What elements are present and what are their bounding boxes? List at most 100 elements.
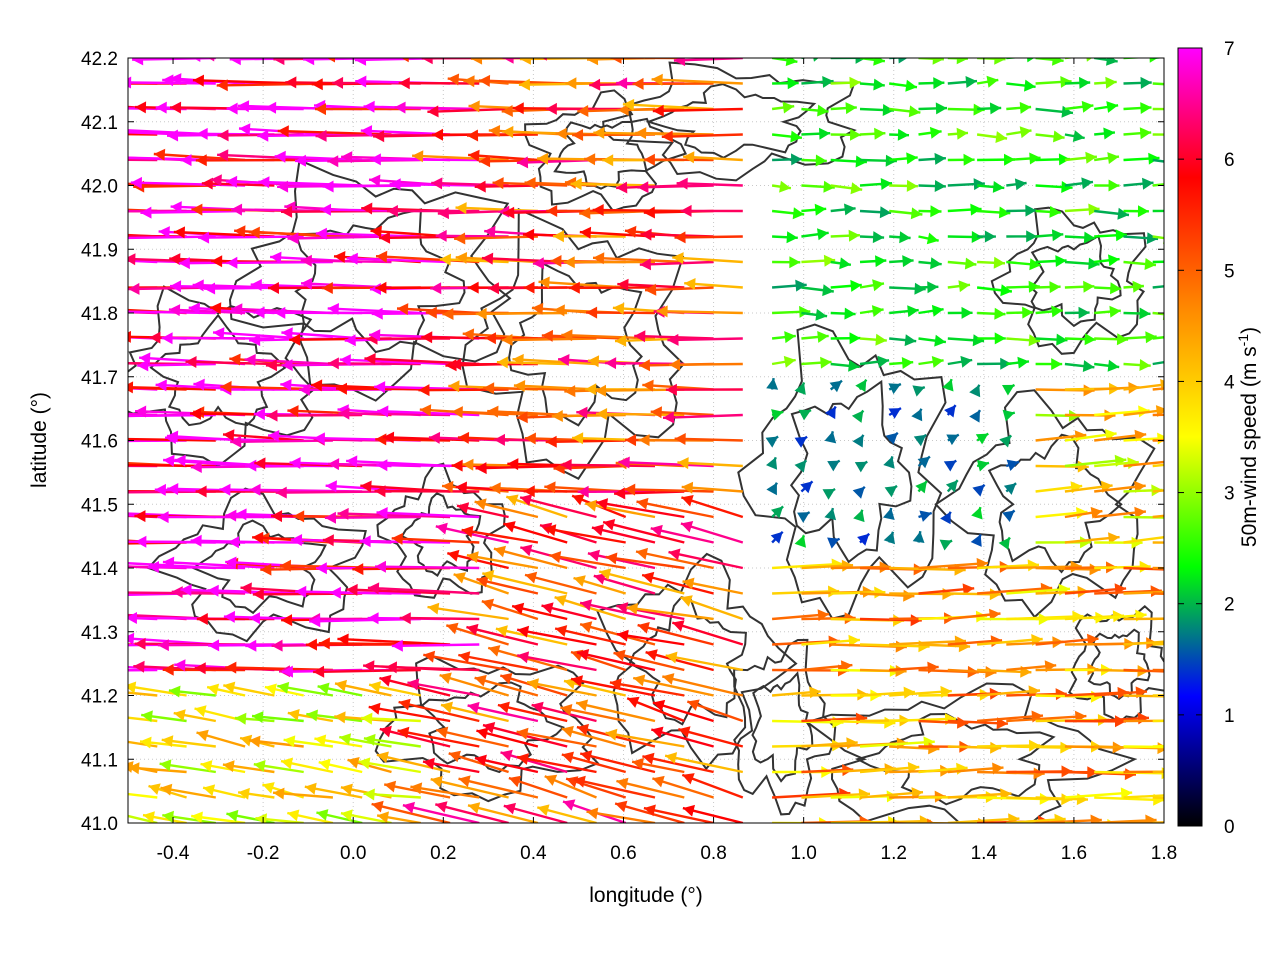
wind-vector-head: [407, 678, 420, 691]
wind-vector: [827, 459, 841, 472]
wind-vector: [771, 331, 796, 344]
wind-vector-shaft: [1152, 260, 1164, 264]
wind-vector: [466, 551, 539, 570]
wind-vector: [626, 696, 685, 723]
wind-vector-head: [667, 333, 679, 346]
wind-vector-head: [360, 480, 372, 493]
wind-vector-shaft: [230, 439, 333, 444]
wind-vector-head: [289, 457, 301, 469]
x-tick-label: 0.8: [700, 843, 726, 864]
wind-vector-head: [171, 586, 183, 598]
wind-vector-shaft: [526, 680, 597, 697]
wind-vector: [939, 539, 953, 551]
wind-vector-head: [677, 457, 689, 470]
wind-vector: [368, 702, 451, 723]
wind-vector: [681, 495, 744, 519]
wind-vector-shaft: [435, 234, 509, 238]
wind-vector-head: [673, 58, 686, 67]
wind-vector-shaft: [643, 806, 714, 823]
wind-vector-shaft: [616, 779, 685, 799]
wind-vector-head: [662, 673, 675, 685]
wind-vector: [969, 384, 981, 398]
wind-vector-head: [1148, 152, 1160, 165]
wind-vector: [206, 683, 246, 697]
wind-vector: [765, 435, 779, 448]
wind-vector-shaft: [430, 778, 509, 799]
wind-vector-head: [237, 100, 250, 113]
wind-vector: [493, 545, 568, 570]
wind-vector: [401, 58, 480, 63]
wind-vector-head: [190, 407, 202, 420]
wind-vector: [616, 629, 685, 646]
wind-vector: [526, 678, 597, 697]
wind-vector-head: [627, 696, 640, 708]
wind-vector-shaft: [379, 727, 451, 748]
wind-vector-head: [170, 280, 182, 293]
terrain-contour: [751, 671, 814, 783]
wind-vector-head: [651, 726, 664, 739]
wind-vector-head: [934, 180, 946, 192]
wind-vector: [829, 379, 843, 393]
wind-vector-head: [549, 551, 562, 563]
wind-vector: [466, 623, 539, 646]
wind-vector: [885, 431, 899, 445]
wind-vector-shaft: [652, 107, 743, 113]
wind-vector-head: [313, 665, 325, 678]
wind-vector-head: [476, 727, 489, 740]
wind-vector-shaft: [1152, 360, 1164, 366]
wind-vector: [478, 74, 568, 87]
wind-vector: [516, 651, 597, 672]
wind-vector: [1006, 204, 1037, 217]
wind-vector: [947, 608, 1001, 621]
wind-vector: [435, 726, 509, 748]
wind-vector-shaft: [665, 654, 744, 672]
wind-vector: [917, 455, 931, 469]
wind-vector: [1152, 285, 1164, 289]
wind-vector-head: [335, 679, 347, 692]
wind-vector-head: [321, 282, 333, 294]
wind-vector-head: [170, 201, 182, 214]
wind-vector: [512, 353, 597, 366]
wind-vector-head: [1142, 177, 1154, 190]
wind-vector: [771, 207, 805, 220]
wind-vector-head: [563, 256, 575, 269]
wind-vector-head: [682, 577, 695, 590]
wind-vector-head: [234, 225, 246, 238]
wind-vector-head: [369, 153, 381, 166]
wind-vector-shaft: [586, 311, 656, 315]
wind-vector-head: [226, 175, 238, 188]
wind-vector-shaft: [128, 792, 158, 799]
wind-vector-head: [593, 573, 606, 585]
wind-vector: [358, 757, 421, 774]
wind-vector-shaft: [248, 231, 363, 238]
wind-vector-head: [157, 639, 169, 652]
wind-vector-head: [592, 204, 604, 216]
wind-vector-head: [990, 741, 1002, 754]
wind-vector-shaft: [300, 259, 392, 264]
wind-vector: [977, 332, 1006, 345]
wind-vector-head: [824, 431, 837, 444]
wind-vector-head: [481, 252, 494, 265]
wind-vector: [591, 524, 656, 544]
wind-vector-head: [191, 203, 203, 216]
wind-vector-shaft: [554, 596, 627, 621]
wind-vector: [1002, 509, 1016, 522]
wind-vector: [859, 58, 886, 66]
wind-vector: [1035, 181, 1073, 193]
wind-vector-shaft: [461, 528, 539, 544]
wind-vector-head: [507, 458, 519, 471]
wind-vector-head: [1051, 358, 1063, 371]
wind-vector-head: [289, 333, 301, 346]
wind-vector-head: [1052, 58, 1064, 66]
wind-vector: [281, 327, 363, 340]
wind-vector: [226, 809, 275, 823]
wind-vector: [1064, 280, 1095, 293]
wind-vector-head: [616, 602, 629, 614]
wind-vector: [337, 507, 451, 520]
wind-vector-shaft: [128, 132, 158, 136]
wind-vector-head: [962, 583, 975, 596]
wind-vector: [1003, 482, 1017, 495]
wind-vector-shaft: [544, 527, 626, 544]
wind-vector-head: [441, 701, 453, 714]
